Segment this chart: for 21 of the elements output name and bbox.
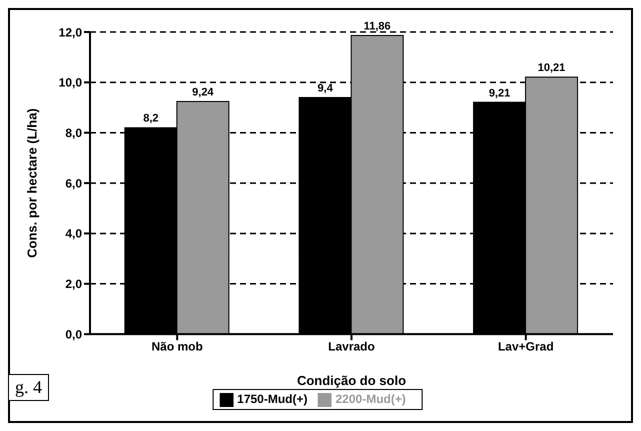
y-tick-label: 12,0	[58, 25, 82, 40]
data-label: 9,21	[488, 87, 510, 100]
x-axis-title: Condição do solo	[296, 373, 406, 388]
data-label: 8,2	[143, 112, 159, 125]
data-label: 9,4	[318, 82, 334, 94]
text: g. 4	[8, 374, 49, 401]
y-tick-label: 0,0	[65, 327, 82, 342]
legend-label: 1750-Mud(+)	[237, 392, 308, 406]
y-tick-label: 2,0	[65, 277, 82, 292]
x-tick-label: Lav+Grad	[498, 340, 554, 354]
data-label: 11,86	[364, 20, 391, 33]
x-tick-label: Lavrado	[328, 340, 375, 354]
data-label: 9,24	[192, 86, 214, 98]
y-axis-title: Cons. por hectare (L/ha)	[24, 108, 40, 258]
legend-label: 2200-Mud(+)	[336, 392, 406, 406]
x-tick-label: Não mob	[151, 340, 203, 354]
y-tick-label: 10,0	[58, 76, 82, 90]
y-tick-label: 4,0	[65, 226, 82, 241]
data-label: 10,21	[538, 62, 566, 74]
y-tick-label: 8,0	[65, 126, 82, 140]
y-tick-label: 6,0	[65, 176, 82, 190]
